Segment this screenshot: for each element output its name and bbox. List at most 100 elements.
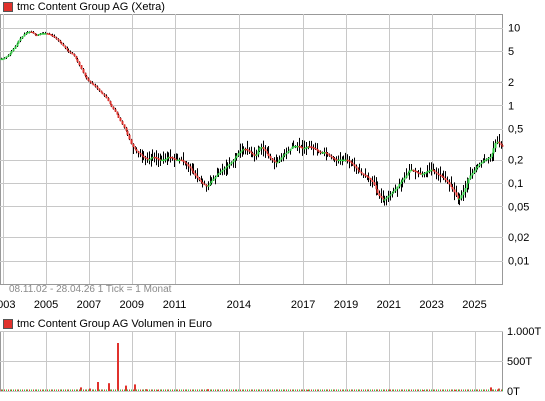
price-candle-body: [394, 189, 397, 192]
volume-tick-bar: [384, 389, 385, 391]
price-candle-body: [171, 156, 174, 159]
price-candle-body: [498, 141, 501, 144]
price-candle-body: [17, 40, 20, 44]
volume-tick-bar: [92, 389, 93, 391]
price-candle-body: [476, 166, 479, 169]
volume-tick-bar: [145, 389, 146, 391]
price-candle-body: [246, 148, 249, 151]
volume-tick-bar: [320, 389, 321, 391]
volume-bar: [134, 384, 136, 391]
volume-tick-bar: [161, 389, 162, 391]
price-candle-body: [283, 154, 286, 156]
volume-tick-bar: [29, 389, 30, 391]
volume-tick-bar: [309, 389, 310, 391]
price-candle-body: [312, 147, 315, 149]
price-candle-body: [84, 72, 87, 76]
price-candle-body: [417, 172, 420, 174]
volume-tick-bar: [131, 389, 132, 391]
price-candle-body: [303, 147, 306, 150]
volume-tick-bar: [152, 389, 153, 391]
y-tick-label: 5: [508, 46, 514, 58]
volume-tick-bar: [206, 389, 207, 391]
price-candle-body: [392, 191, 395, 193]
volume-tick-bar: [283, 389, 284, 391]
volume-bar: [80, 387, 82, 391]
price-candle-body: [458, 198, 461, 200]
price-candle-body: [380, 195, 383, 198]
price-candle-body: [114, 109, 117, 112]
volume-tick-bar: [54, 389, 55, 391]
price-candle-body: [92, 83, 95, 86]
price-candle-body: [426, 171, 429, 173]
volume-tick-bar: [501, 389, 502, 391]
volume-tick-bar: [451, 389, 452, 391]
price-candle-body: [37, 34, 40, 36]
price-candle-body: [212, 178, 215, 181]
price-candle-body: [98, 88, 101, 91]
price-candle-body: [94, 84, 97, 87]
volume-tick-bar: [343, 389, 344, 391]
volume-tick-bar: [176, 389, 177, 391]
price-candle-body: [494, 143, 497, 149]
price-candle-body: [169, 156, 172, 159]
volume-tick-bar: [288, 389, 289, 391]
volume-tick-bar: [318, 389, 319, 391]
x-tick-label: 2007: [77, 299, 101, 311]
volume-tick-bar: [202, 389, 203, 391]
price-candle-body: [225, 167, 228, 169]
price-candle-body: [451, 186, 454, 190]
price-candle-body: [30, 31, 33, 34]
price-candle-body: [19, 38, 22, 41]
volume-tick-bar: [179, 389, 180, 391]
volume-tick-bar: [347, 389, 348, 391]
volume-tick-bar: [215, 389, 216, 391]
price-candle-body: [435, 171, 438, 174]
volume-tick-bar: [411, 389, 412, 391]
volume-tick-bar: [251, 389, 252, 391]
price-candle-body: [128, 134, 131, 140]
price-candle-body: [262, 147, 265, 150]
volume-tick-bar: [272, 389, 273, 391]
price-candle-body: [82, 68, 85, 73]
price-candle-body: [339, 159, 342, 162]
volume-tick-bar: [445, 389, 446, 391]
volume-tick-bar: [93, 389, 94, 391]
volume-tick-bar: [292, 389, 293, 391]
volume-bars: [1, 343, 503, 391]
price-candle-body: [76, 59, 79, 62]
price-candle-body: [116, 111, 119, 115]
volume-tick-bar: [420, 389, 421, 391]
price-candle-body: [234, 158, 237, 161]
price-candle-body: [244, 148, 247, 151]
price-candle-body: [192, 170, 195, 174]
volume-tick-bar: [349, 389, 350, 391]
volume-tick-bar: [401, 389, 402, 391]
price-candle-body: [455, 192, 458, 196]
price-candle-body: [382, 197, 385, 200]
price-candle-body: [162, 159, 165, 162]
volume-tick-bar: [211, 389, 212, 391]
volume-tick-bar: [327, 389, 328, 391]
volume-tick-bar: [388, 389, 389, 391]
volume-tick-bar: [459, 389, 460, 391]
volume-tick-bar: [465, 389, 466, 391]
volume-tick-bar: [11, 389, 12, 391]
volume-tick-bar: [20, 389, 21, 391]
volume-tick-bar: [397, 389, 398, 391]
volume-tick-bar: [427, 389, 428, 391]
price-candle-body: [89, 80, 92, 83]
volume-tick-bar: [461, 389, 462, 391]
price-candle-body: [12, 48, 15, 52]
volume-tick-bar: [447, 389, 448, 391]
volume-tick-bar: [67, 389, 68, 391]
volume-tick-bar: [108, 389, 109, 391]
volume-tick-bar: [345, 389, 346, 391]
volume-tick-bar: [47, 389, 48, 391]
price-candle-body: [44, 33, 47, 35]
volume-y-tick-label: 500T: [507, 356, 532, 368]
x-tick-label: 2025: [462, 299, 486, 311]
volume-tick-bar: [315, 389, 316, 391]
price-candle-body: [5, 56, 8, 59]
price-candle-body: [157, 158, 160, 160]
volume-tick-bar: [313, 389, 314, 391]
